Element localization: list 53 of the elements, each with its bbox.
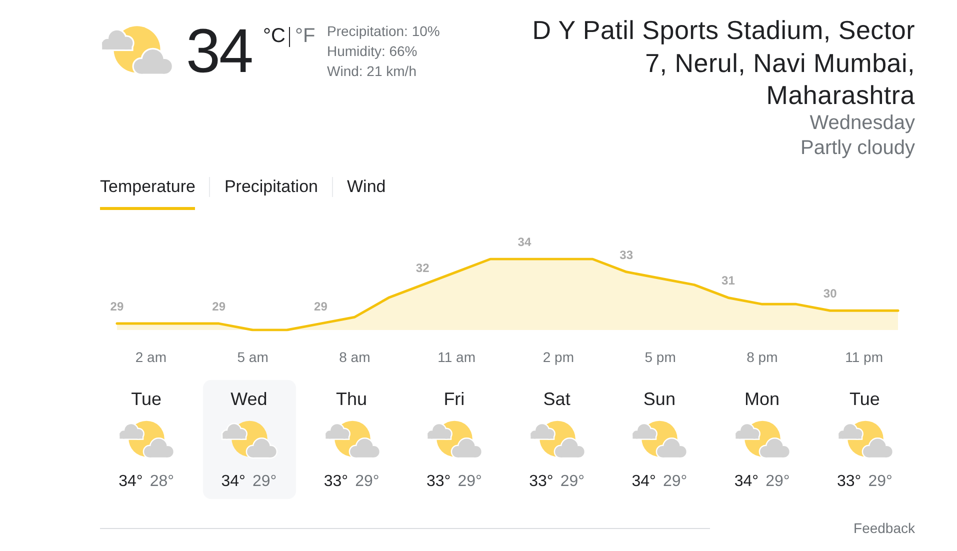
annotation: 29° [252,472,277,492]
text: Wednesday [810,111,915,135]
annotation: 34° [734,472,759,492]
annotation: 33° [529,472,554,492]
annotation: 29° [766,472,790,492]
text: Wind: 21 km/h [327,62,416,81]
category-label: Tue [848,388,881,410]
category-label: Sun [642,388,676,410]
x-tick-label: 8 am [339,349,370,365]
data-label: 29 [314,300,328,314]
annotation: 29° [458,472,482,492]
data-label: 30 [823,286,838,301]
text: °F [295,25,316,47]
x-tick-label: 5 am [237,349,268,365]
category-label: Tue [130,388,162,410]
annotation: 34° [632,472,656,492]
annotation: 29° [560,472,585,492]
text: °C [263,25,286,47]
data-label: 29 [212,300,226,314]
annotation: 29° [868,472,892,492]
annotation: 33° [836,472,862,492]
annotation: 29° [662,472,688,492]
annotation: 33° [426,472,451,492]
text: Temperature [100,177,196,196]
x-tick-label: 2 pm [542,349,574,365]
data-label: 29 [110,300,124,314]
text: Precipitation: 10% [327,22,440,41]
text: Humidity: 66% [327,42,418,61]
annotation: 29° [355,472,380,492]
category-label: Sat [542,388,572,410]
category-label: Wed [230,388,268,410]
text: Partly cloudy [800,136,915,160]
data-label: 33 [620,248,634,262]
data-label: 31 [722,274,736,288]
annotation: Feedback [854,520,915,536]
x-tick-label: 2 am [135,349,166,365]
text: Precipitation [224,177,318,196]
data-label: 32 [416,260,430,275]
x-tick-label: 11 pm [845,349,883,365]
text: 34 [186,17,252,86]
text: Wind [347,177,386,196]
data-label: 34 [518,235,532,249]
annotation: 28° [150,472,174,492]
x-tick-label: 5 pm [644,349,676,365]
category-label: Thu [335,388,368,410]
annotation: 34° [221,472,246,492]
x-tick-label: 11 am [438,349,476,365]
category-label: Mon [744,388,781,410]
annotation: 34° [118,472,143,492]
text: D Y Patil Sports Stadium, Sector 7, Nerul, Navi Mumbai, Maharashtra [531,14,915,112]
category-label: Fri [442,388,466,410]
annotation: 33° [324,472,348,492]
x-tick-label: 8 pm [746,349,778,365]
